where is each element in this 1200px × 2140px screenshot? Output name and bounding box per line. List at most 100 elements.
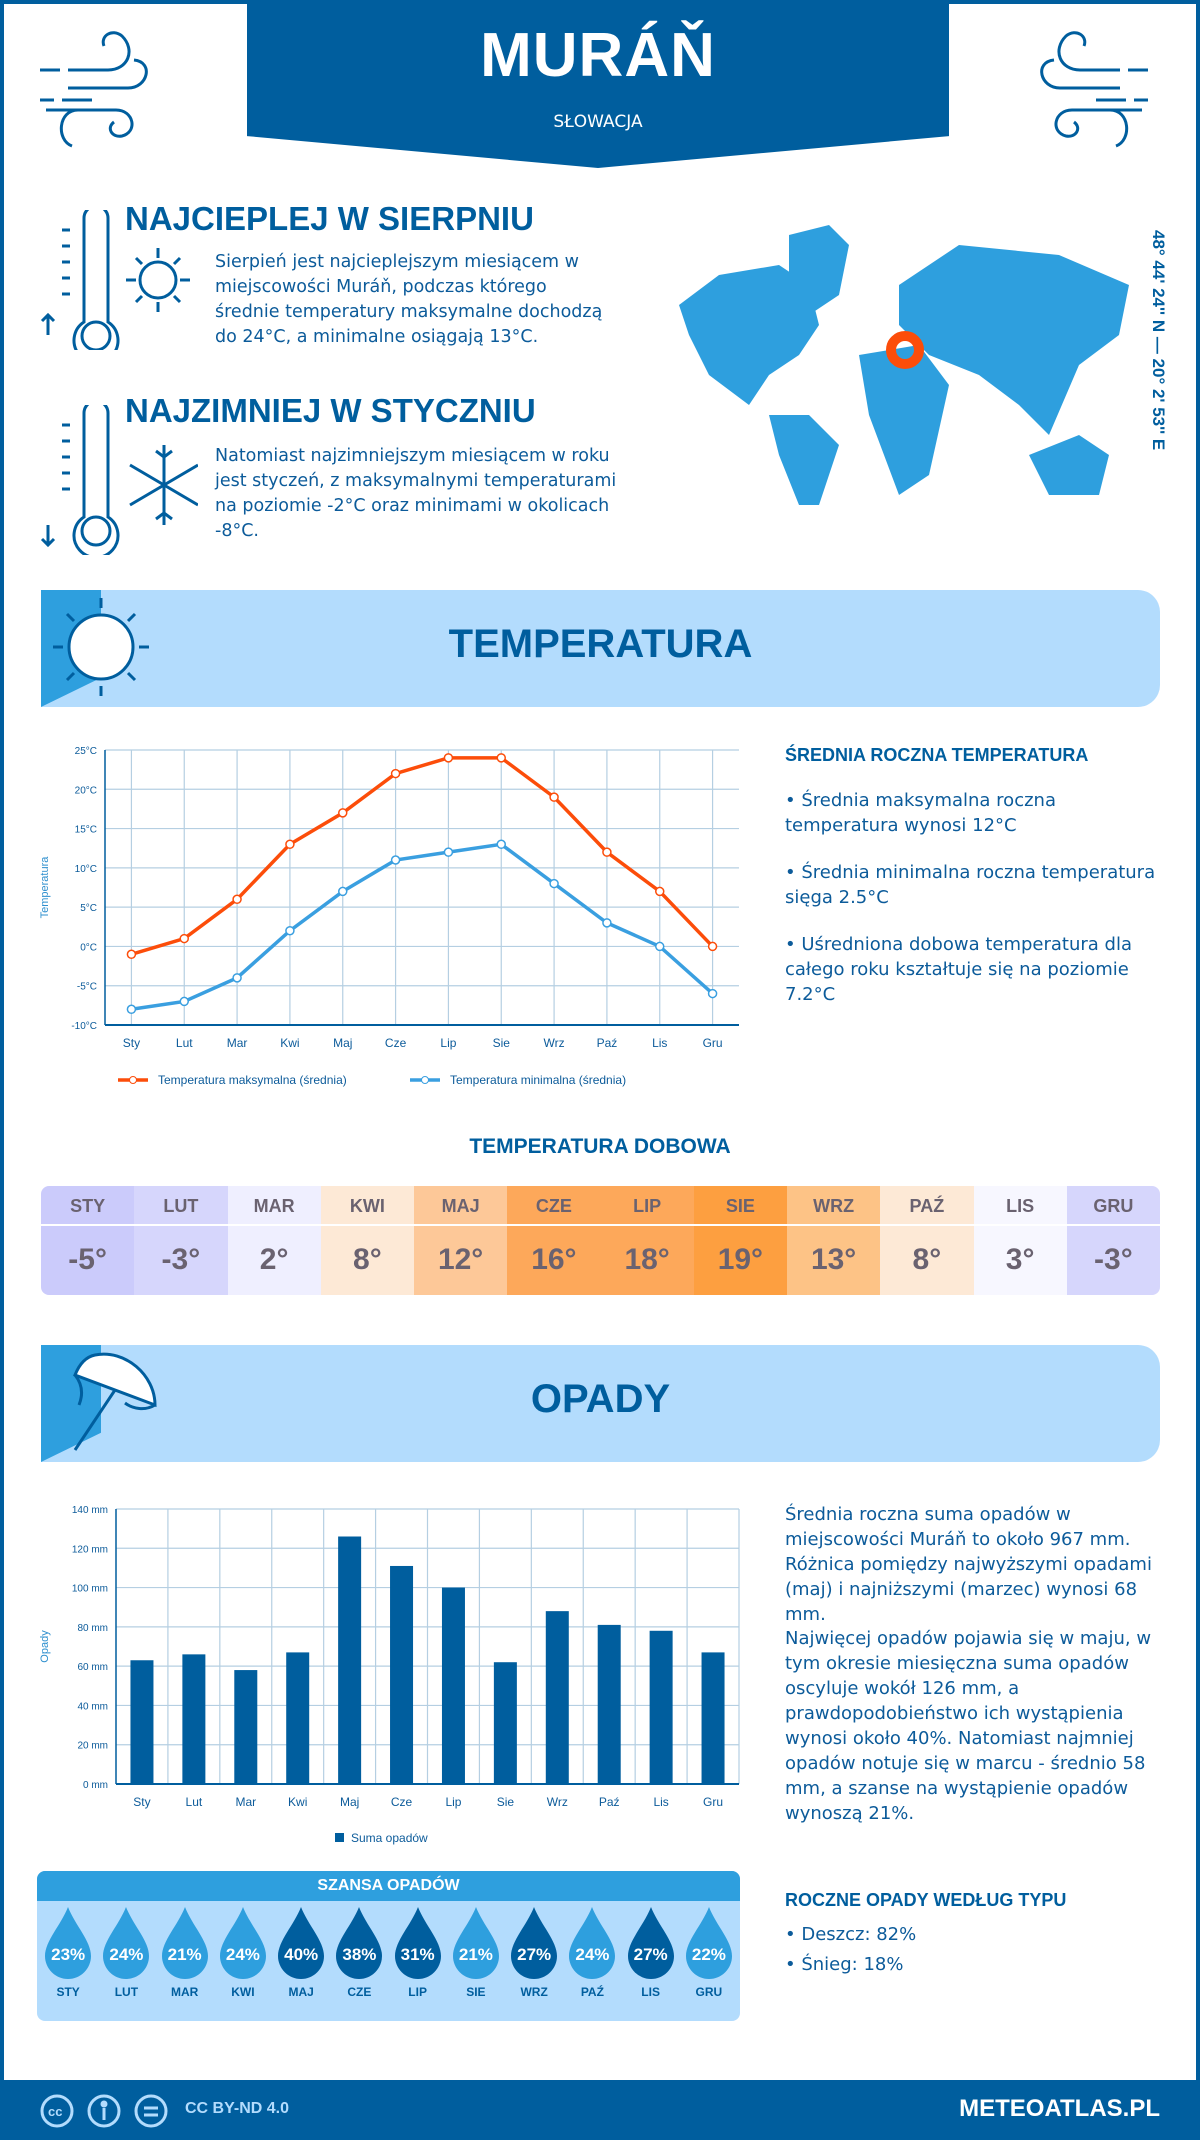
chance-month: MAJ	[288, 1985, 314, 1999]
raindrop-icon	[278, 1907, 325, 1979]
warmest-title: NAJCIEPLEJ W SIERPNIU	[125, 200, 534, 237]
legend-marker	[421, 1076, 429, 1084]
y-axis-title: Opady	[39, 1630, 51, 1663]
x-tick-label: Maj	[340, 1795, 359, 1809]
x-tick-label: Cze	[391, 1795, 413, 1809]
x-tick-label: Wrz	[544, 1036, 565, 1050]
wind-icon	[40, 31, 148, 148]
daily-value: 16°	[507, 1226, 601, 1295]
data-point	[549, 792, 559, 802]
sun-icon	[53, 598, 149, 696]
temperature-chart: -10°C -5°C 0°C 5°C 10°C 15°C 20°C 25°C Sty Lut Mar…	[39, 746, 739, 1087]
bar	[493, 1662, 517, 1784]
x-tick-label: Lip	[445, 1795, 461, 1809]
chance-value: 31%	[400, 1945, 435, 1964]
series-line-0	[130, 756, 714, 956]
country-subtitle: SŁOWACJA	[553, 112, 643, 132]
chance-value: 38%	[342, 1945, 377, 1964]
data-point	[338, 808, 348, 818]
daily-col-11: GRU -3°	[1066, 1186, 1160, 1295]
footer: cc CC BY-ND 4.0 METEOATLAS.PL	[0, 2080, 1200, 2140]
data-point	[655, 886, 665, 897]
data-point	[443, 847, 454, 857]
raindrop-icon	[685, 1907, 732, 1979]
x-tick-label: Sty	[123, 1036, 140, 1050]
x-tick-label: Lip	[440, 1036, 456, 1050]
brand-link[interactable]: METEOATLAS.PL	[959, 2095, 1160, 2122]
daily-value: 18°	[600, 1226, 694, 1295]
y-tick-label: -10°C	[71, 1021, 97, 1032]
daily-temperature-table: STY -5° LUT -3° MAR 2° KWI 8° MAJ 12° CZE 16° LIP 18°…	[41, 1186, 1160, 1295]
data-point	[549, 878, 559, 889]
daily-month: MAR	[227, 1186, 321, 1226]
daily-title: TEMPERATURA DOBOWA	[469, 1135, 731, 1158]
chance-value: 24%	[575, 1945, 610, 1964]
x-tick-label: Lis	[653, 1795, 668, 1809]
bar	[597, 1624, 621, 1784]
page-title: MURÁŇ	[480, 21, 716, 90]
precipitation-title: OPADY	[530, 1377, 671, 1421]
y-tick-label: -5°C	[77, 982, 97, 993]
data-point	[707, 941, 718, 952]
data-point	[390, 768, 401, 779]
data-point	[285, 925, 295, 936]
data-point	[179, 996, 189, 1007]
legend-marker	[129, 1076, 137, 1084]
bar	[130, 1660, 154, 1784]
chance-item: 24% LUT	[97, 1907, 155, 1999]
precipitation-banner: OPADY	[41, 1345, 1160, 1462]
precip-detail-text: Najwięcej opadów pojawia się w maju, w t…	[785, 1628, 1152, 1824]
chance-month: KWI	[231, 1985, 255, 1999]
legend-label: Temperatura maksymalna (średnia)	[158, 1073, 347, 1087]
chance-value: 24%	[109, 1945, 144, 1964]
temperature-title: TEMPERATURA	[448, 622, 753, 666]
y-tick-label: 25°C	[75, 746, 97, 757]
y-tick-label: 100 mm	[72, 1584, 108, 1595]
daily-month: STY	[41, 1186, 135, 1226]
daily-month: LUT	[134, 1186, 228, 1226]
raindrop-icon	[569, 1907, 616, 1979]
chance-value: 27%	[633, 1945, 668, 1964]
daily-value: 13°	[787, 1226, 881, 1295]
precip-type-snow: • Śnieg: 18%	[785, 1954, 904, 1975]
chance-value: 27%	[517, 1945, 552, 1964]
daily-month: PAŹ	[880, 1186, 974, 1226]
precip-chance-panel: SZANSA OPADÓW 23% STY 24% LUT 21% MAR 24% KWI 40…	[37, 1871, 740, 2021]
data-point	[496, 753, 506, 763]
x-tick-label: Gru	[703, 1795, 723, 1809]
chance-item: 21% MAR	[156, 1907, 214, 1999]
bar	[701, 1652, 725, 1784]
y-tick-label: 140 mm	[72, 1505, 108, 1516]
chance-month: WRZ	[520, 1985, 548, 1999]
y-tick-label: 5°C	[80, 903, 97, 914]
daily-month: LIP	[600, 1186, 694, 1226]
chance-title: SZANSA OPADÓW	[37, 1871, 740, 1901]
daily-col-6: LIP 18°	[600, 1186, 694, 1295]
y-tick-label: 60 mm	[77, 1662, 108, 1673]
y-tick-label: 10°C	[75, 864, 97, 875]
daily-month: SIE	[693, 1186, 787, 1226]
daily-col-7: SIE 19°	[693, 1186, 787, 1295]
daily-col-2: MAR 2°	[227, 1186, 321, 1295]
precip-summary-text: Średnia roczna suma opadów w miejscowośc…	[785, 1504, 1152, 1625]
y-tick-label: 40 mm	[77, 1701, 108, 1712]
coldest-text: Natomiast najzimniejszym miesiącem w rok…	[215, 446, 617, 541]
chance-month: PAŹ	[580, 1985, 604, 1999]
precip-type-rain: • Deszcz: 82%	[785, 1924, 917, 1945]
chance-item: 27% WRZ	[505, 1907, 563, 1999]
daily-value: 19°	[693, 1226, 787, 1295]
chance-month: CZE	[347, 1985, 372, 1999]
cc-license-icons: cc	[40, 2094, 168, 2128]
y-axis-title: Temperatura	[39, 856, 51, 919]
x-tick-label: Mar	[235, 1795, 256, 1809]
data-point	[232, 973, 242, 983]
data-point	[602, 918, 612, 928]
x-tick-label: Mar	[227, 1036, 248, 1050]
daily-col-3: KWI 8°	[320, 1186, 414, 1295]
daily-month: MAJ	[414, 1186, 508, 1226]
daily-col-5: CZE 16°	[507, 1186, 601, 1295]
daily-month: CZE	[507, 1186, 601, 1226]
daily-value: 8°	[880, 1226, 974, 1295]
y-tick-label: 0 mm	[83, 1780, 108, 1791]
data-point	[338, 886, 348, 897]
